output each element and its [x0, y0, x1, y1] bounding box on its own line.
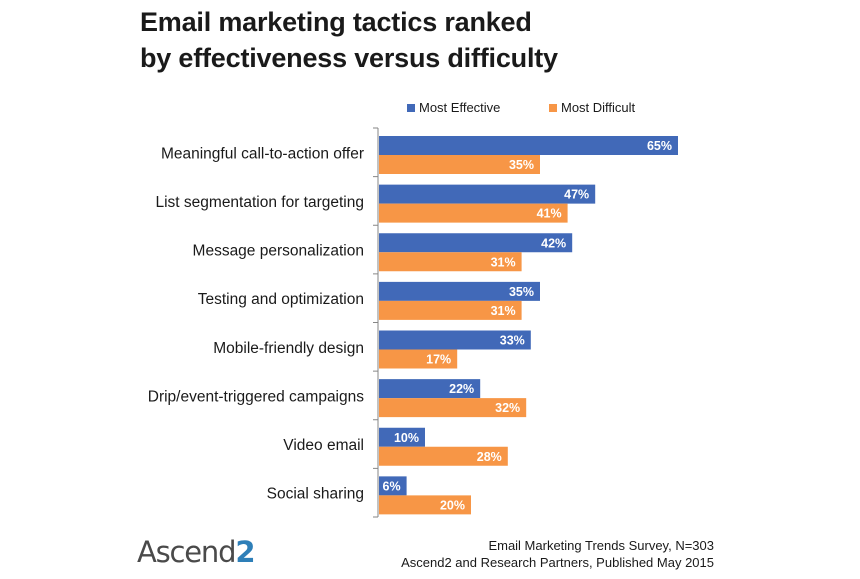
ascend2-logo: Ascend2 [137, 535, 256, 569]
data-label: 35% [509, 158, 534, 172]
category-label: Message personalization [193, 243, 364, 260]
data-label: 20% [440, 498, 465, 512]
data-label: 31% [491, 304, 516, 318]
bar-difficult [379, 446, 508, 466]
bar-effective [379, 379, 481, 399]
bar-difficult [379, 349, 458, 369]
data-label: 65% [647, 139, 672, 153]
data-label: 47% [564, 188, 589, 202]
legend-swatch-0 [407, 104, 415, 112]
bar-difficult [379, 495, 471, 515]
category-label: List segmentation for targeting [155, 194, 364, 211]
chart-title-line-2: by effectiveness versus difficulty [140, 43, 558, 73]
data-label: 28% [477, 450, 502, 464]
bar-effective [379, 281, 540, 301]
bar-difficult [379, 252, 522, 272]
category-label: Mobile-friendly design [213, 340, 364, 357]
source-line-1: Email Marketing Trends Survey, N=303 [488, 538, 714, 553]
bar-effective [379, 427, 425, 447]
source-note: Email Marketing Trends Survey, N=303 Asc… [401, 537, 714, 571]
bar-effective [379, 476, 407, 496]
legend-swatch-1 [549, 104, 557, 112]
category-label: Social sharing [267, 486, 364, 503]
bar-difficult [379, 203, 568, 223]
bar-difficult [379, 398, 527, 418]
category-label: Meaningful call-to-action offer [161, 145, 364, 162]
category-label: Drip/event-triggered campaigns [148, 388, 364, 405]
legend-label-0: Most Effective [419, 100, 500, 115]
source-line-2: Ascend2 and Research Partners, Published… [401, 555, 714, 570]
data-label: 42% [541, 236, 566, 250]
data-label: 6% [383, 479, 401, 493]
logo-text: Ascend [137, 535, 237, 569]
logo-mark: 2 [235, 535, 255, 569]
data-label: 17% [426, 353, 451, 367]
data-label: 32% [495, 401, 520, 415]
category-label: Video email [283, 437, 364, 454]
legend-label-1: Most Difficult [561, 100, 636, 115]
chart-title: Email marketing tactics ranked by effect… [140, 4, 700, 76]
bar-effective [379, 136, 678, 155]
category-label: Testing and optimization [198, 291, 364, 308]
data-label: 22% [449, 382, 474, 396]
data-label: 41% [537, 207, 562, 221]
data-label: 33% [500, 334, 525, 348]
data-label: 35% [509, 285, 534, 299]
bar-difficult [379, 300, 522, 320]
bar-effective [379, 184, 596, 204]
data-label: 31% [491, 255, 516, 269]
bar-effective [379, 233, 573, 253]
bar-effective [379, 330, 531, 350]
chart-title-line-1: Email marketing tactics ranked [140, 7, 532, 37]
bar-difficult [379, 155, 540, 174]
data-label: 10% [394, 431, 419, 445]
